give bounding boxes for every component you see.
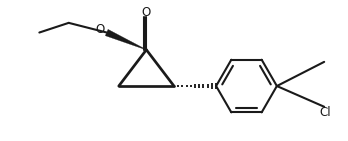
Polygon shape	[105, 29, 147, 50]
Text: O: O	[96, 23, 105, 36]
Text: Cl: Cl	[320, 106, 331, 119]
Text: O: O	[142, 6, 151, 19]
